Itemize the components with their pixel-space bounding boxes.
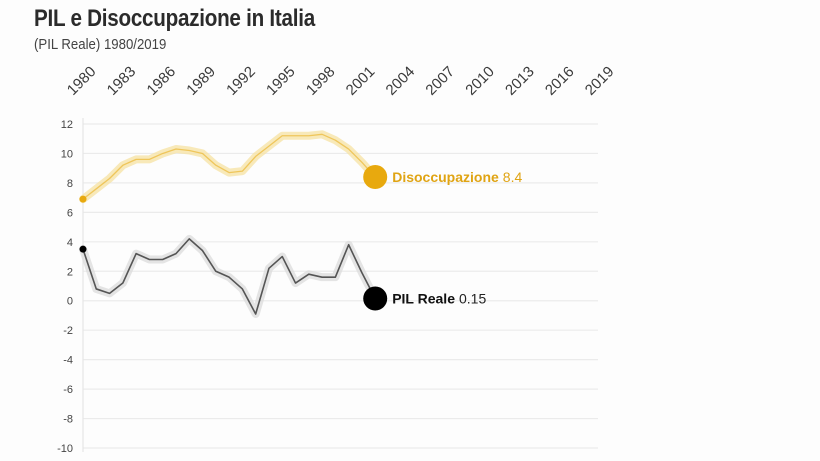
x-tick-label: 1983 bbox=[104, 63, 140, 99]
x-tick-label: 2001 bbox=[343, 63, 379, 99]
y-tick-label: 0 bbox=[67, 296, 73, 308]
pil-reale-end-label: PIL Reale 0.15 bbox=[392, 291, 486, 307]
pil-reale-point bbox=[363, 286, 388, 311]
chart-subtitle: (PIL Reale) 1980/2019 bbox=[34, 36, 167, 53]
x-tick-label: 1998 bbox=[303, 63, 339, 99]
x-tick-label: 2007 bbox=[422, 63, 458, 99]
y-tick-label: 8 bbox=[67, 178, 73, 190]
series-group: Disoccupazione 8.4 PIL Reale 0.15 bbox=[79, 130, 522, 318]
x-tick-label: 2004 bbox=[383, 63, 419, 99]
x-tick-label: 1980 bbox=[64, 63, 100, 99]
x-tick-label: 2019 bbox=[582, 63, 618, 99]
y-tick-label: -8 bbox=[63, 414, 73, 426]
y-tick-label: -2 bbox=[63, 325, 73, 337]
disoccupazione-point bbox=[79, 195, 87, 203]
y-tick-label: -10 bbox=[57, 443, 73, 455]
chart-title: PIL e Disoccupazione in Italia bbox=[34, 5, 315, 32]
x-tick-label: 1989 bbox=[183, 63, 219, 99]
disoccupazione-end-label-name: Disoccupazione bbox=[392, 169, 499, 185]
y-tick-label: 12 bbox=[61, 119, 73, 131]
y-tick-label: -4 bbox=[63, 355, 73, 367]
x-tick-label: 2016 bbox=[542, 63, 578, 99]
pil-reale-end-label-name: PIL Reale bbox=[392, 291, 455, 307]
x-tick-label: 1986 bbox=[143, 63, 179, 99]
x-tick-label: 1992 bbox=[223, 63, 259, 99]
y-tick-label: -6 bbox=[63, 384, 73, 396]
y-tick-label: 6 bbox=[67, 207, 73, 219]
disoccupazione-end-label-value: 8.4 bbox=[503, 169, 523, 185]
x-tick-label: 2010 bbox=[462, 63, 498, 99]
y-axis-ticks: 12 10 8 6 4 2 0 -2 -4 -6 -8 -10 bbox=[57, 119, 73, 455]
x-axis-ticks: 1980 1983 1986 1989 1992 1995 1998 2001 2004 2007… bbox=[64, 63, 618, 99]
pil-reale-point bbox=[79, 245, 87, 253]
y-tick-label: 4 bbox=[67, 237, 73, 249]
y-tick-label: 2 bbox=[67, 266, 73, 278]
pil-reale-end-label-value: 0.15 bbox=[459, 291, 486, 307]
x-tick-label: 1995 bbox=[263, 63, 299, 99]
disoccupazione-end-label: Disoccupazione 8.4 bbox=[392, 169, 522, 185]
y-tick-label: 10 bbox=[61, 148, 73, 160]
disoccupazione-point bbox=[363, 165, 388, 190]
x-tick-label: 2013 bbox=[502, 63, 538, 99]
disoccupazione-line-glow bbox=[79, 130, 380, 204]
